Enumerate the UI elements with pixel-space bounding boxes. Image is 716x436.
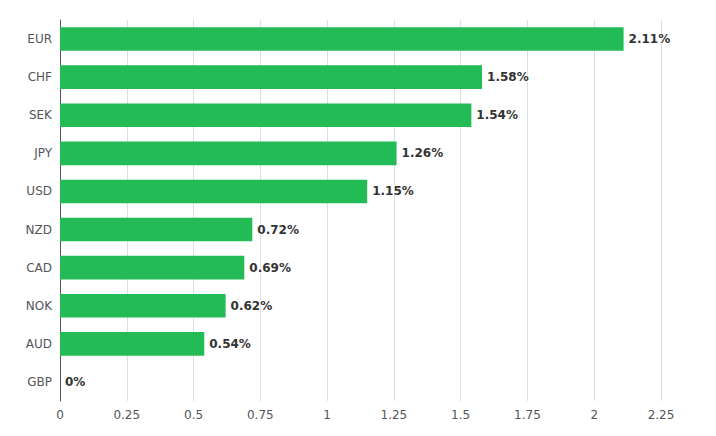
svg-text:0.5: 0.5 [184, 408, 203, 422]
svg-text:NOK: NOK [26, 299, 53, 313]
svg-text:JPY: JPY [33, 146, 53, 160]
svg-text:1.54%: 1.54% [476, 108, 518, 122]
svg-text:GBP: GBP [27, 375, 52, 389]
svg-text:0.54%: 0.54% [209, 337, 251, 351]
svg-text:1.75: 1.75 [514, 408, 541, 422]
svg-text:1.26%: 1.26% [402, 146, 444, 160]
svg-text:0.75: 0.75 [247, 408, 274, 422]
svg-text:1.15%: 1.15% [372, 184, 414, 198]
svg-text:0.69%: 0.69% [249, 261, 291, 275]
svg-text:2: 2 [590, 408, 598, 422]
svg-text:0.72%: 0.72% [257, 223, 299, 237]
svg-text:0%: 0% [65, 375, 85, 389]
svg-text:CAD: CAD [26, 261, 52, 275]
svg-text:2.11%: 2.11% [629, 32, 671, 46]
svg-text:1.5: 1.5 [451, 408, 470, 422]
svg-text:2.25: 2.25 [648, 408, 675, 422]
svg-text:1.58%: 1.58% [487, 70, 529, 84]
svg-text:CHF: CHF [28, 70, 52, 84]
svg-text:EUR: EUR [27, 32, 52, 46]
svg-text:AUD: AUD [26, 337, 52, 351]
svg-text:1: 1 [323, 408, 331, 422]
svg-text:NZD: NZD [26, 223, 52, 237]
svg-text:USD: USD [26, 184, 52, 198]
svg-text:0.25: 0.25 [113, 408, 140, 422]
svg-text:0: 0 [56, 408, 64, 422]
svg-text:0.62%: 0.62% [231, 299, 273, 313]
svg-text:1.25: 1.25 [381, 408, 408, 422]
svg-text:SEK: SEK [29, 108, 53, 122]
